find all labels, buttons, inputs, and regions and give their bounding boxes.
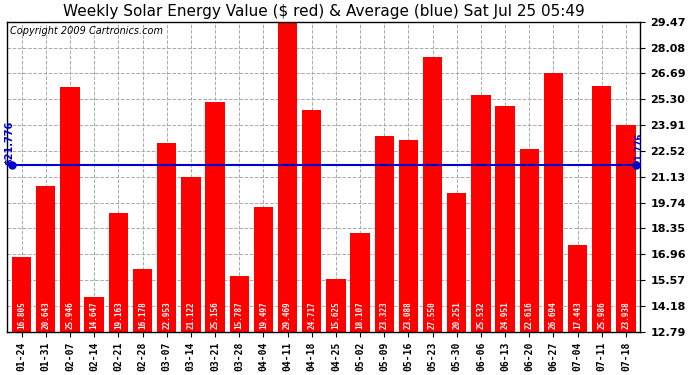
Text: 20.251: 20.251 [452, 301, 461, 329]
Bar [544, 74, 563, 332]
Bar [568, 245, 587, 332]
Text: 21.776: 21.776 [635, 132, 644, 165]
Bar [108, 213, 128, 332]
Bar [12, 257, 31, 332]
Bar [133, 269, 152, 332]
Bar [36, 186, 55, 332]
Text: 22.953: 22.953 [162, 301, 171, 329]
Text: 26.694: 26.694 [549, 301, 558, 329]
Text: 21.122: 21.122 [186, 301, 195, 329]
Bar [375, 136, 394, 332]
Text: 24.717: 24.717 [307, 301, 316, 329]
Text: 23.938: 23.938 [622, 301, 631, 329]
Bar [399, 140, 418, 332]
Text: $21.776: $21.776 [5, 120, 14, 165]
Text: 25.946: 25.946 [66, 301, 75, 329]
Text: 18.107: 18.107 [355, 301, 364, 329]
Text: 23.088: 23.088 [404, 301, 413, 329]
Text: 29.469: 29.469 [283, 301, 292, 329]
Text: 19.163: 19.163 [114, 301, 123, 329]
Text: 15.787: 15.787 [235, 301, 244, 329]
Bar [230, 276, 249, 332]
Text: 25.156: 25.156 [210, 301, 219, 329]
Text: 16.178: 16.178 [138, 301, 147, 329]
Bar [471, 95, 491, 332]
Bar [60, 87, 79, 332]
Text: Copyright 2009 Cartronics.com: Copyright 2009 Cartronics.com [10, 26, 164, 36]
Bar [423, 57, 442, 332]
Bar [616, 124, 635, 332]
Bar [84, 297, 103, 332]
Bar [278, 22, 297, 332]
Bar [206, 102, 225, 332]
Text: 25.986: 25.986 [598, 301, 607, 329]
Text: 19.497: 19.497 [259, 301, 268, 329]
Text: 27.550: 27.550 [428, 301, 437, 329]
Bar [351, 233, 370, 332]
Text: 23.323: 23.323 [380, 301, 388, 329]
Text: 25.532: 25.532 [476, 301, 486, 329]
Bar [157, 143, 177, 332]
Text: 20.643: 20.643 [41, 301, 50, 329]
Title: Weekly Solar Energy Value ($ red) & Average (blue) Sat Jul 25 05:49: Weekly Solar Energy Value ($ red) & Aver… [63, 4, 584, 19]
Bar [302, 110, 322, 332]
Text: 24.951: 24.951 [501, 301, 510, 329]
Text: 22.616: 22.616 [525, 301, 534, 329]
Text: 15.625: 15.625 [331, 301, 340, 329]
Text: 17.443: 17.443 [573, 301, 582, 329]
Bar [254, 207, 273, 332]
Text: 16.805: 16.805 [17, 301, 26, 329]
Bar [520, 149, 539, 332]
Text: 14.647: 14.647 [90, 301, 99, 329]
Bar [495, 106, 515, 332]
Bar [181, 177, 201, 332]
Bar [447, 193, 466, 332]
Bar [592, 87, 611, 332]
Bar [326, 279, 346, 332]
